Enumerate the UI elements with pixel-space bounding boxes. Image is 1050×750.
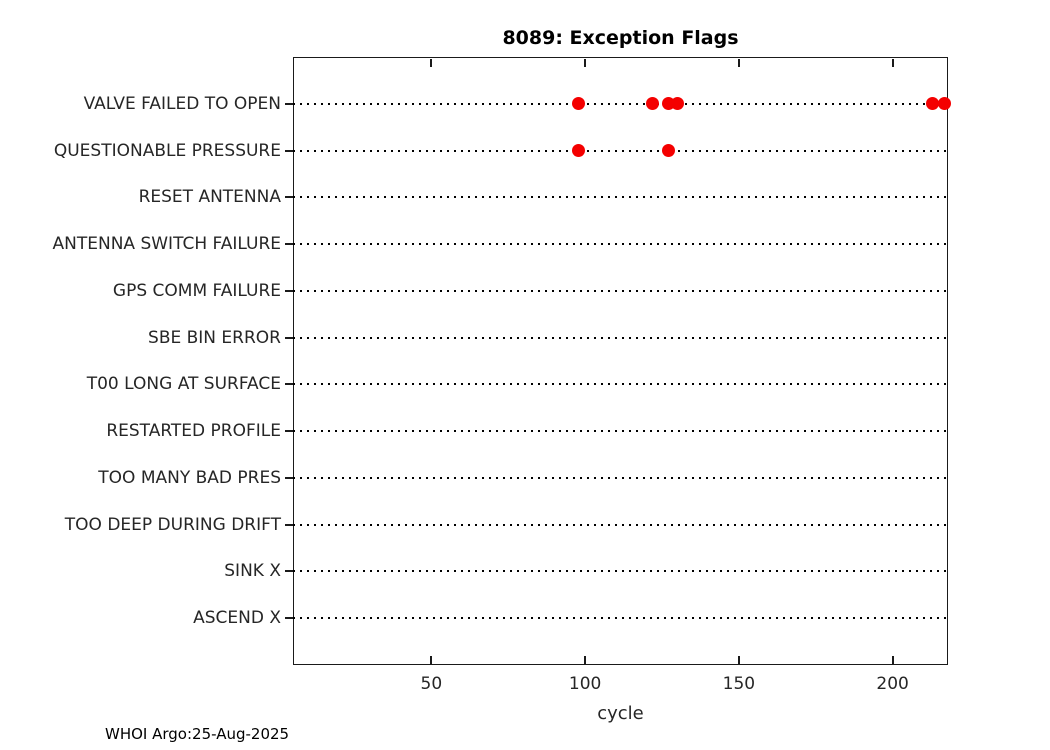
plot-box xyxy=(293,57,948,665)
x-axis-tick-bottom xyxy=(430,655,433,664)
y-axis-tick xyxy=(285,430,293,433)
y-axis-tick xyxy=(285,476,293,479)
y-axis-tick xyxy=(285,102,293,105)
data-point xyxy=(661,144,675,158)
row-gridline xyxy=(293,289,948,292)
y-axis-category-label: QUESTIONABLE PRESSURE xyxy=(53,140,281,161)
y-axis-category-label: RESET ANTENNA xyxy=(138,187,281,208)
y-axis-category-label: RESTARTED PROFILE xyxy=(106,421,281,442)
row-gridline xyxy=(293,196,948,199)
row-gridline xyxy=(293,149,948,152)
y-axis-category-label: SINK X xyxy=(224,561,281,582)
y-axis-tick xyxy=(285,196,293,199)
y-axis-category-label: VALVE FAILED TO OPEN xyxy=(83,93,281,114)
x-axis-tick-top xyxy=(737,58,740,67)
y-axis-tick xyxy=(285,243,293,246)
x-axis-tick-label: 150 xyxy=(722,674,756,694)
data-point xyxy=(572,144,586,158)
row-gridline xyxy=(293,523,948,526)
data-point xyxy=(670,97,684,111)
row-gridline xyxy=(293,476,948,479)
y-axis-category-label: T00 LONG AT SURFACE xyxy=(86,374,281,395)
y-axis-tick xyxy=(285,617,293,620)
x-axis-tick-top xyxy=(584,58,587,67)
row-gridline xyxy=(293,336,948,339)
x-axis-label: cycle xyxy=(597,703,644,724)
y-axis-category-label: TOO MANY BAD PRES xyxy=(98,467,281,488)
y-axis-category-label: SBE BIN ERROR xyxy=(148,327,281,348)
chart-title: 8089: Exception Flags xyxy=(502,27,739,49)
y-axis-tick xyxy=(285,149,293,152)
y-axis-tick xyxy=(285,523,293,526)
data-point xyxy=(926,97,940,111)
y-axis-category-label: ASCEND X xyxy=(193,608,281,629)
x-axis-tick-label: 100 xyxy=(568,674,602,694)
data-point xyxy=(938,97,952,111)
x-axis-tick-label: 200 xyxy=(876,674,909,694)
row-gridline xyxy=(293,617,948,620)
x-axis-tick-bottom xyxy=(891,655,894,664)
x-axis-tick-top xyxy=(891,58,894,67)
row-gridline xyxy=(293,383,948,386)
y-axis-tick xyxy=(285,570,293,573)
y-axis-tick xyxy=(285,336,293,339)
y-axis-tick xyxy=(285,383,293,386)
row-gridline xyxy=(293,102,948,105)
row-gridline xyxy=(293,243,948,246)
footer-text: WHOI Argo:25-Aug-2025 xyxy=(105,725,290,743)
x-axis-tick-top xyxy=(430,58,433,67)
data-point xyxy=(646,97,660,111)
y-axis-tick xyxy=(285,289,293,292)
row-gridline xyxy=(293,570,948,573)
data-point xyxy=(572,97,586,111)
y-axis-category-label: ANTENNA SWITCH FAILURE xyxy=(52,234,281,255)
y-axis-category-label: GPS COMM FAILURE xyxy=(112,280,281,301)
x-axis-tick-label: 50 xyxy=(420,674,443,694)
x-axis-tick-bottom xyxy=(584,655,587,664)
row-gridline xyxy=(293,430,948,433)
x-axis-tick-bottom xyxy=(737,655,740,664)
y-axis-category-label: TOO DEEP DURING DRIFT xyxy=(64,514,281,535)
